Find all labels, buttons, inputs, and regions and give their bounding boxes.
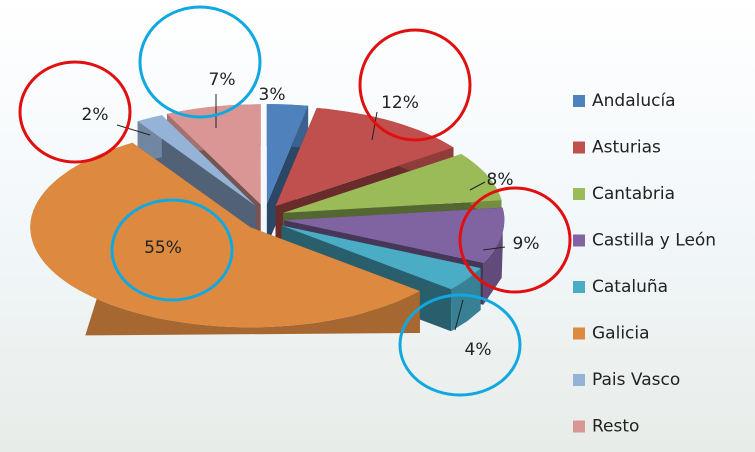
chart: 3%12%8%9%4%55%2%7% AndalucíaAsturiasCant… [0,0,755,452]
legend-swatch [573,188,585,200]
data-label: 2% [82,105,109,125]
legend-swatch [573,95,585,107]
legend-swatch [573,142,585,154]
legend-label: Pais Vasco [592,370,680,390]
legend-swatch [573,374,585,386]
legend-label: Andalucía [592,91,676,111]
legend-label: Resto [592,417,639,437]
legend-label: Castilla y León [592,231,716,251]
legend-label: Cataluña [592,277,668,297]
data-label: 12% [381,93,419,113]
legend-swatch [573,281,585,293]
legend-swatch [573,328,585,340]
page: {"chart_data": {"type": "pie", "categori… [0,0,755,452]
legend-label: Asturias [592,138,661,158]
legend-swatch [573,421,585,433]
data-label: 4% [465,340,492,360]
data-label: 7% [209,70,236,90]
legend-swatch [573,235,585,247]
data-label: 55% [144,238,182,258]
data-label: 3% [259,85,286,105]
legend-label: Galicia [592,324,650,344]
data-label: 9% [513,234,540,254]
legend-label: Cantabria [592,184,675,204]
